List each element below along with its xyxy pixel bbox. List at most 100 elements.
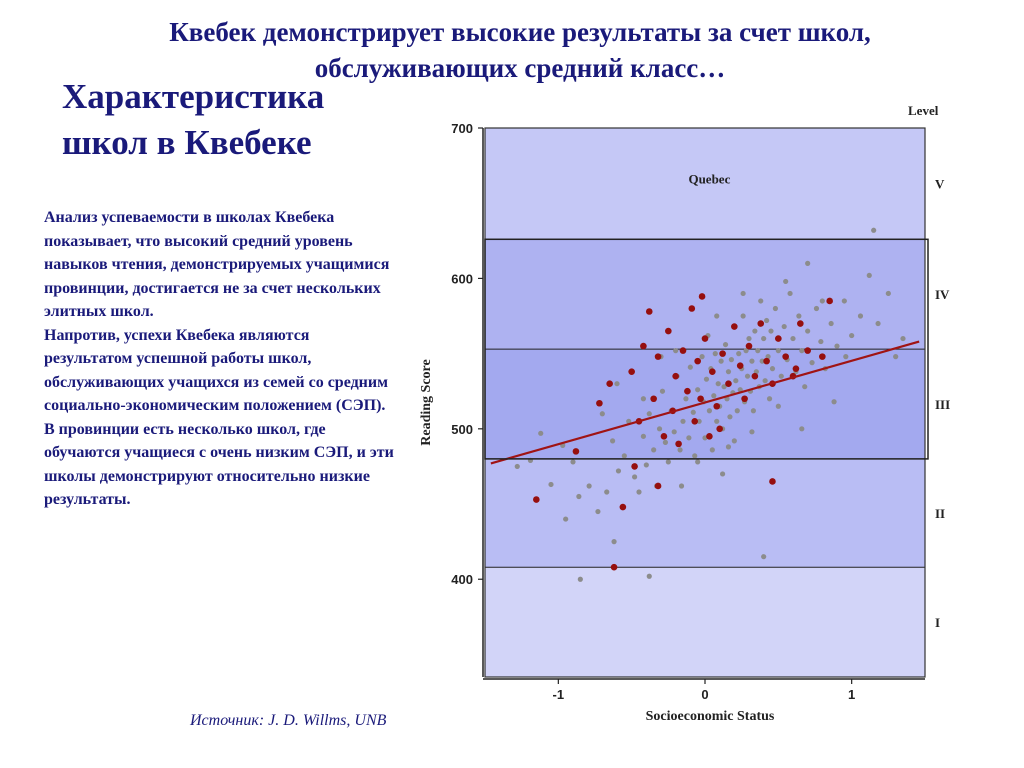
data-point-gray — [696, 418, 702, 424]
data-point-gray — [813, 305, 820, 312]
data-point-red — [675, 440, 682, 448]
level-band-II — [485, 458, 925, 568]
level-band-V — [485, 128, 925, 240]
data-point-red — [731, 323, 738, 330]
data-point-gray — [640, 433, 646, 439]
data-point-gray — [611, 539, 617, 545]
data-point-red — [596, 399, 603, 407]
data-point-red — [694, 357, 701, 365]
data-point-red — [763, 357, 770, 365]
data-point-red — [701, 335, 709, 342]
source-citation: Источник: J. D. Willms, UNB — [190, 712, 387, 729]
data-point-gray — [671, 429, 677, 435]
data-point-gray — [722, 341, 729, 348]
data-point-red — [533, 496, 540, 503]
body-text: Анализ успеваемости в школах Квебека пок… — [44, 209, 394, 508]
data-point-red — [697, 395, 704, 403]
data-point-gray — [646, 573, 652, 579]
level-band-IV — [485, 239, 925, 350]
data-point-gray — [632, 474, 638, 480]
data-point-gray — [831, 399, 837, 405]
data-point-gray — [809, 360, 815, 366]
data-point-red — [741, 395, 748, 403]
y-axis-label: Reading Score — [419, 359, 434, 445]
data-point-gray — [714, 418, 720, 424]
data-point-gray — [866, 272, 872, 279]
data-point-gray — [733, 378, 739, 384]
data-point-red — [640, 342, 647, 350]
data-point-gray — [761, 335, 767, 342]
data-point-red — [572, 448, 580, 455]
data-point-red — [631, 463, 638, 470]
data-point-red — [619, 503, 627, 511]
data-point-red — [757, 320, 765, 327]
data-point-gray — [787, 290, 793, 297]
data-point-gray — [775, 403, 781, 409]
data-point-red — [645, 308, 653, 315]
data-point-red — [751, 372, 759, 380]
data-point-gray — [614, 381, 620, 387]
data-point-red — [713, 402, 721, 410]
data-point-red — [725, 380, 732, 387]
data-point-red — [826, 297, 833, 305]
data-point-gray — [687, 364, 693, 370]
data-point-gray — [841, 298, 847, 304]
data-point-red — [792, 365, 800, 372]
data-point-red — [797, 320, 804, 327]
data-point-gray — [749, 429, 755, 435]
data-point-gray — [728, 357, 734, 363]
data-point-red — [745, 342, 753, 350]
data-point-red — [775, 335, 782, 342]
data-point-gray — [548, 481, 554, 488]
data-point-gray — [706, 408, 712, 414]
data-point-gray — [615, 468, 622, 474]
data-point-red — [688, 305, 696, 312]
data-point-gray — [900, 335, 906, 342]
data-point-gray — [576, 493, 582, 500]
data-point-gray — [740, 290, 746, 297]
level-label: I — [935, 615, 940, 630]
data-point-gray — [740, 313, 746, 319]
data-point-gray — [712, 351, 718, 357]
highlight-frame — [484, 238, 929, 460]
y-tick-label: 700 — [451, 121, 473, 136]
data-point-gray — [563, 516, 569, 522]
data-point-gray — [731, 438, 737, 444]
data-point-gray — [721, 384, 727, 390]
data-point-gray — [680, 418, 686, 424]
data-point-gray — [673, 348, 679, 354]
data-point-gray — [744, 373, 751, 379]
data-point-gray — [796, 313, 802, 319]
data-point-gray — [659, 388, 666, 394]
data-point-gray — [678, 483, 685, 489]
data-point-gray — [595, 508, 601, 515]
section-title: Характеристика школ в Квебеке — [62, 77, 325, 162]
data-point-gray — [758, 298, 764, 304]
data-point-gray — [772, 305, 778, 312]
data-point-gray — [805, 328, 811, 334]
data-point-gray — [695, 459, 701, 465]
data-point-gray — [586, 483, 592, 489]
data-point-gray — [743, 348, 749, 354]
level-label: II — [935, 506, 945, 521]
data-point-gray — [736, 351, 742, 357]
y-tick-label: 500 — [451, 422, 473, 437]
level-axis-title: Level — [908, 103, 939, 118]
data-point-gray — [755, 348, 761, 354]
x-tick-label: 1 — [848, 687, 855, 702]
data-point-gray — [651, 447, 657, 453]
data-point-gray — [802, 384, 808, 390]
data-point-red — [610, 563, 618, 571]
data-point-gray — [677, 447, 683, 453]
data-point-gray — [805, 260, 811, 266]
level-band-I — [485, 567, 925, 677]
data-point-gray — [538, 430, 544, 436]
data-point-gray — [799, 348, 805, 354]
data-point-red — [819, 353, 826, 360]
data-point-gray — [759, 358, 765, 364]
data-point-gray — [769, 366, 776, 372]
data-point-gray — [734, 408, 740, 414]
data-point-gray — [636, 489, 642, 495]
data-point-gray — [761, 554, 767, 560]
